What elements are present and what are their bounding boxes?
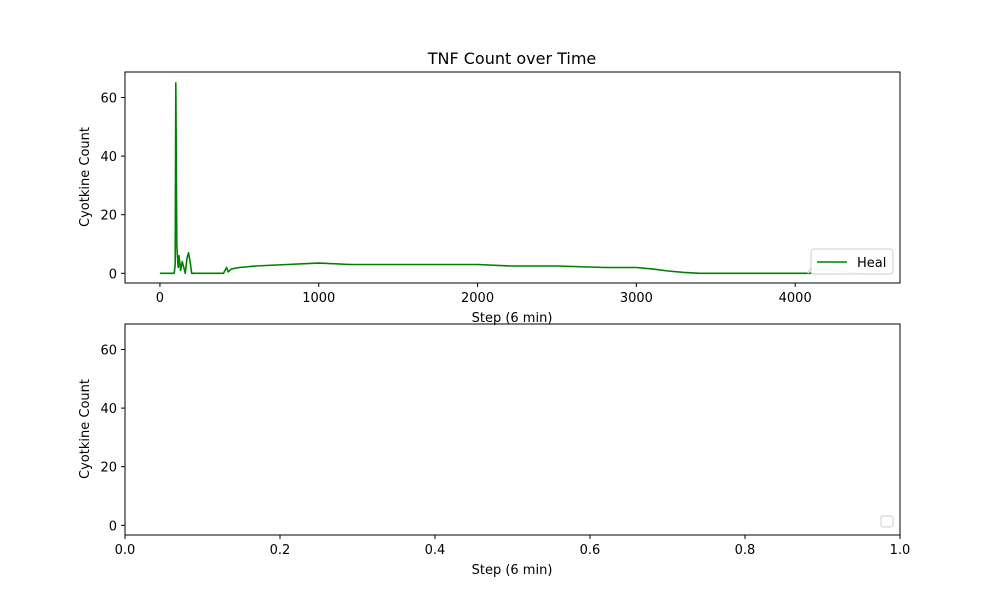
- bottom-y-ticks: 0 20 40 60: [100, 343, 125, 534]
- top-y-tick-label: 60: [100, 91, 117, 106]
- bottom-plot-frame: [124, 323, 901, 536]
- top-y-ticks: 0 20 40 60: [100, 91, 125, 282]
- top-x-tick-label: 2000: [461, 291, 494, 306]
- top-y-tick-label: 20: [100, 209, 117, 224]
- bottom-y-tick-label: 0: [109, 519, 117, 534]
- bottom-x-axis-label: Step (6 min): [472, 563, 553, 578]
- chart-top: TNF Count over Time 0 1000 2000 3000 4000 0 2…: [78, 49, 901, 326]
- bottom-x-tick-label: 0.4: [425, 543, 446, 558]
- bottom-x-tick-label: 0.2: [270, 543, 291, 558]
- top-x-tick-label: 0: [156, 291, 164, 306]
- bottom-x-tick-label: 0.8: [735, 543, 756, 558]
- bottom-x-ticks: 0.0 0.2 0.4 0.6 0.8 1.0: [115, 535, 911, 558]
- top-x-axis-label: Step (6 min): [472, 311, 553, 326]
- top-legend-box: [810, 248, 894, 275]
- bottom-y-tick-label: 60: [100, 343, 117, 358]
- top-y-tick-label: 0: [109, 267, 117, 282]
- bottom-y-tick-label: 20: [100, 461, 117, 476]
- top-y-axis-label: Cyotkine Count: [78, 127, 93, 227]
- top-series-group: [159, 82, 862, 275]
- bottom-x-tick-label: 0.0: [115, 543, 136, 558]
- series-line-heal: [159, 82, 812, 275]
- top-x-tick-label: 1000: [302, 291, 335, 306]
- bottom-x-tick-label: 0.6: [580, 543, 601, 558]
- top-x-tick-label: 4000: [779, 291, 812, 306]
- top-legend: Heal: [810, 248, 894, 275]
- top-plot-frame: [124, 71, 901, 284]
- bottom-y-axis-label: Cyotkine Count: [78, 379, 93, 479]
- top-y-tick-label: 40: [100, 150, 117, 165]
- bottom-x-tick-label: 1.0: [890, 543, 911, 558]
- top-x-tick-label: 3000: [620, 291, 653, 306]
- top-x-ticks: 0 1000 2000 3000 4000: [156, 283, 812, 306]
- bottom-legend-box: [880, 515, 894, 528]
- bottom-y-tick-label: 40: [100, 402, 117, 417]
- chart-title: TNF Count over Time: [427, 49, 597, 68]
- legend-label-heal: Heal: [857, 256, 886, 271]
